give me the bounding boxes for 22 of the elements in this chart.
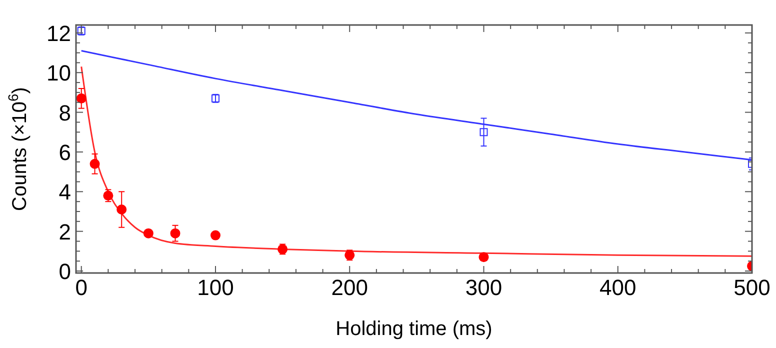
point [143,228,154,238]
x-tick-label: 300 [465,275,502,300]
y-tick-label: 10 [46,60,71,86]
point [116,204,127,215]
y-tick-label: 2 [58,219,71,244]
x-tick-label: 0 [75,275,88,300]
point [90,158,100,169]
y-tick-label: 4 [58,180,71,205]
x-axis-title: Holding time (ms) [336,318,492,340]
x-tick-label: 100 [197,275,234,300]
point [210,230,220,240]
y-tick-label: 8 [58,100,71,126]
point [480,128,488,136]
point [478,252,489,262]
point [76,93,86,104]
y-tick-label: 12 [46,20,71,46]
point [170,228,180,238]
y-tick-label: 0 [58,259,71,284]
x-tick-label: 400 [600,275,636,300]
x-tick-label: 500 [734,275,770,300]
x-tick-label: 200 [331,275,368,300]
y-tick-label: 6 [58,140,71,165]
